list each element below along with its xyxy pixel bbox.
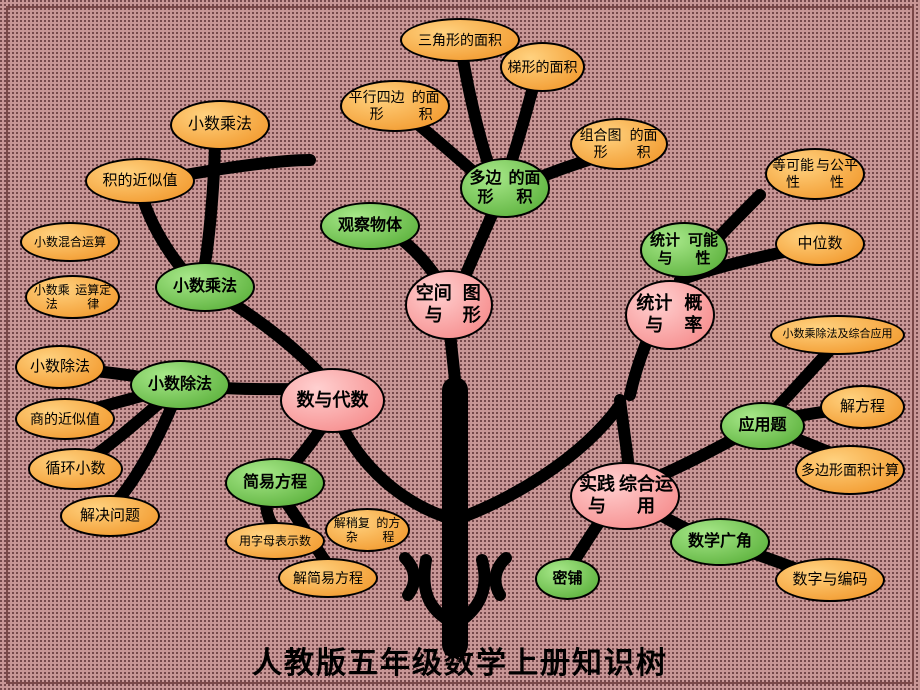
node-observe-obj: 观察物体: [320, 202, 420, 250]
node-math-corner: 数学广角: [670, 518, 770, 566]
node-stats-prob: 统计与概率: [625, 280, 715, 350]
node-dec-div-2: 小数除法: [15, 345, 105, 389]
node-dec-div: 小数除法: [130, 360, 230, 410]
node-poly-area-calc: 多边形面积计算: [795, 445, 905, 495]
node-triangle-area: 三角形的面积: [400, 18, 520, 62]
node-mult-law: 小数乘法运算定律: [25, 275, 120, 319]
node-dec-mult: 小数乘法: [155, 262, 255, 312]
node-equal-fair: 等可能性与公平性: [765, 148, 865, 200]
node-approx-prod: 积的近似值: [85, 158, 195, 204]
node-simple-eq: 简易方程: [225, 458, 325, 508]
node-complex-eq: 解稍复杂的方程: [325, 508, 410, 552]
diagram-title: 人教版五年级数学上册知识树: [0, 638, 920, 682]
node-solve-prob: 解决问题: [60, 495, 160, 537]
node-polygon-area: 多边形的面积: [460, 158, 550, 218]
node-repeat-dec: 循环小数: [28, 448, 123, 490]
node-mix-calc: 小数混合运算: [20, 222, 120, 262]
node-mult-div-app: 小数乘除法及综合应用: [770, 315, 905, 355]
node-dec-mult-2: 小数乘法: [170, 100, 270, 150]
node-approx-quot: 商的近似值: [15, 398, 115, 440]
node-number-algebra: 数与代数: [280, 368, 385, 433]
node-median: 中位数: [775, 222, 865, 266]
node-practice: 实践与综合运用: [570, 462, 680, 530]
node-solve-eq: 解方程: [820, 385, 905, 429]
node-combo-area: 组合图形的面积: [570, 118, 668, 170]
node-trapezoid-area: 梯形的面积: [500, 42, 585, 92]
node-tiling: 密铺: [535, 558, 600, 600]
node-simple-eq-2: 解简易方程: [278, 558, 378, 598]
node-parallel-area: 平行四边形的面积: [340, 80, 450, 132]
node-letter-num: 用字母表示数: [225, 522, 325, 560]
node-stats-poss: 统计与可能性: [640, 222, 728, 278]
node-space-shape: 空间与图形: [405, 270, 493, 340]
node-app-problem: 应用题: [720, 402, 805, 450]
node-num-code: 数字与编码: [775, 558, 885, 602]
trunk-label: 数学五上知识树: [445, 468, 465, 622]
